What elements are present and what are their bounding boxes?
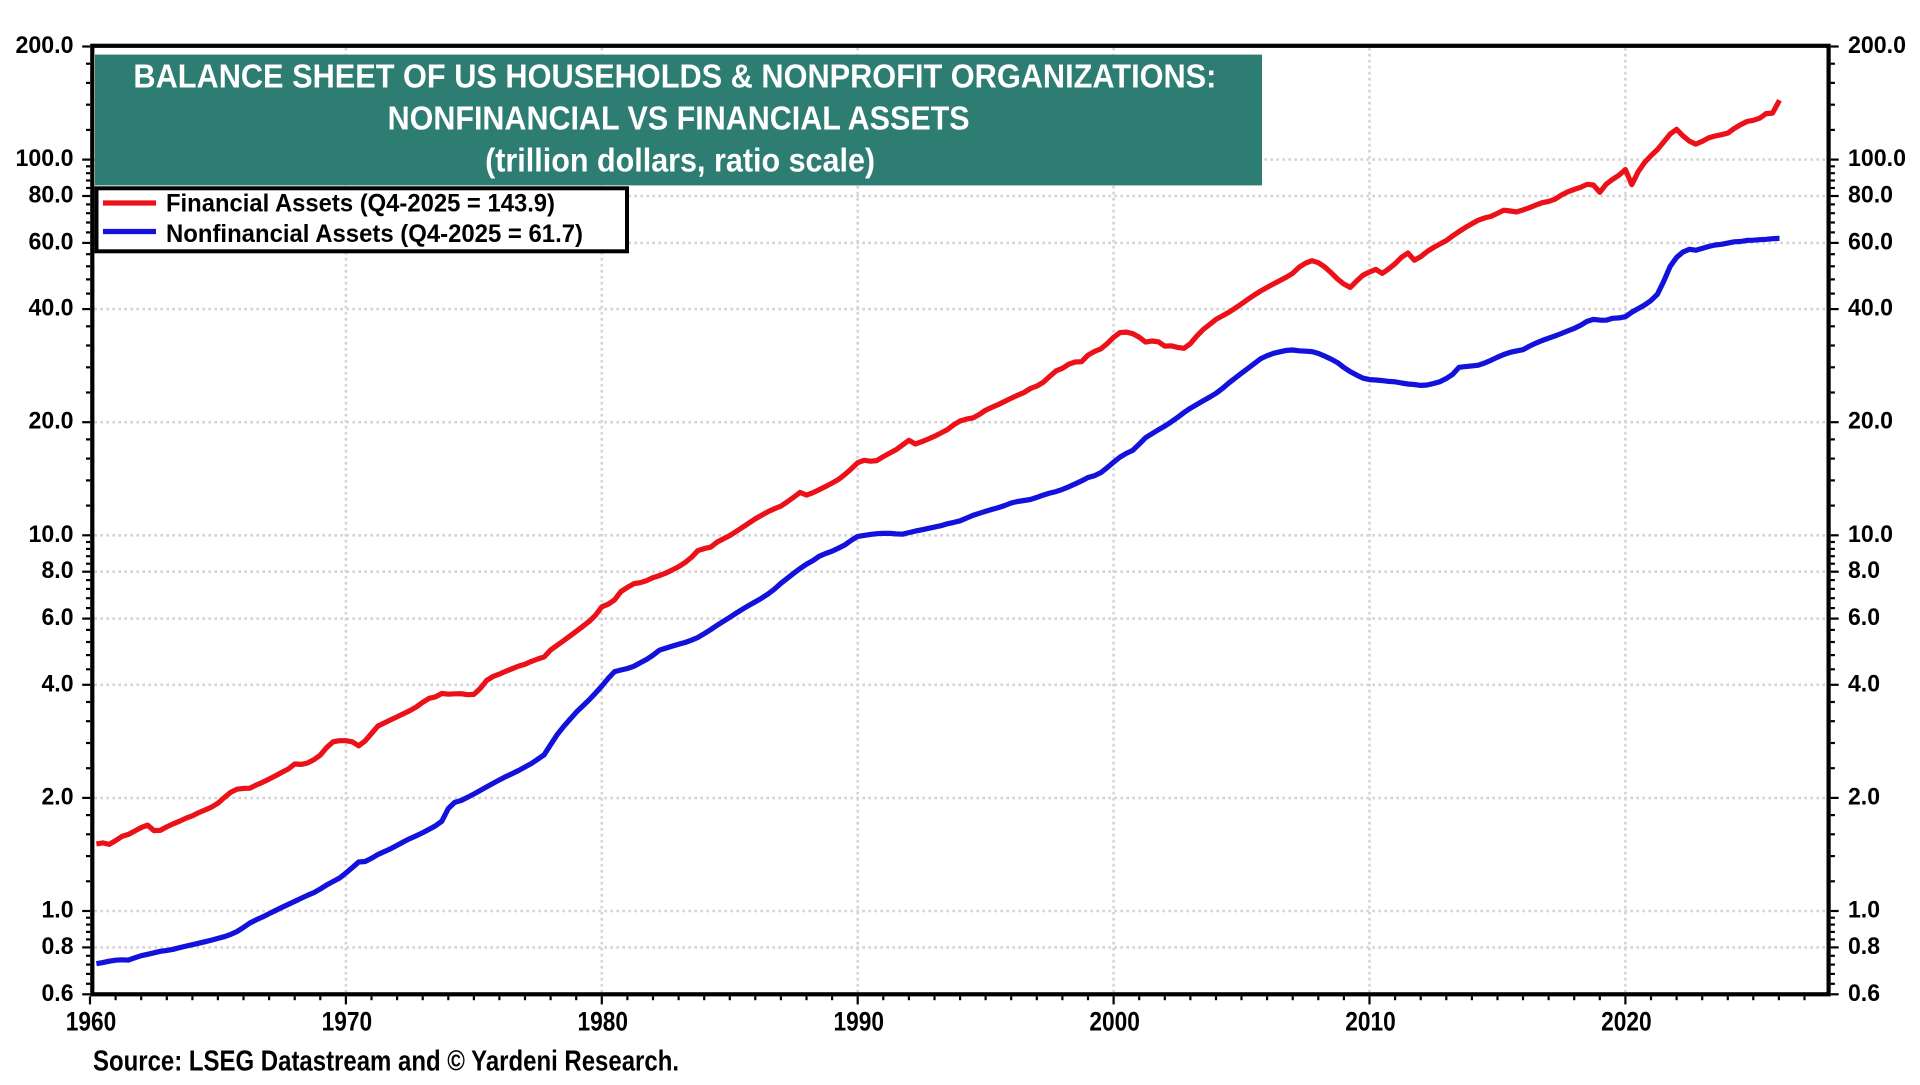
svg-text:0.6: 0.6 <box>1848 980 1880 1007</box>
svg-text:8.0: 8.0 <box>1848 557 1880 584</box>
svg-text:10.0: 10.0 <box>29 521 74 548</box>
svg-text:20.0: 20.0 <box>29 408 74 435</box>
svg-text:4.0: 4.0 <box>1848 670 1880 697</box>
svg-text:0.6: 0.6 <box>42 980 74 1007</box>
svg-text:2.0: 2.0 <box>42 783 74 810</box>
svg-text:6.0: 6.0 <box>42 604 74 631</box>
svg-text:1970: 1970 <box>322 1007 373 1037</box>
svg-text:6.0: 6.0 <box>1848 604 1880 631</box>
svg-text:(trillion dollars, ratio scale: (trillion dollars, ratio scale) <box>485 143 875 180</box>
svg-text:200.0: 200.0 <box>16 32 74 59</box>
svg-text:20.0: 20.0 <box>1848 408 1893 435</box>
svg-text:60.0: 60.0 <box>1848 228 1893 255</box>
svg-text:2000: 2000 <box>1089 1007 1140 1037</box>
svg-text:40.0: 40.0 <box>1848 295 1893 322</box>
svg-text:200.0: 200.0 <box>1848 32 1906 59</box>
svg-text:1960: 1960 <box>66 1007 117 1037</box>
svg-text:Nonfinancial Assets (Q4-2025 =: Nonfinancial Assets (Q4-2025 = 61.7) <box>166 220 583 248</box>
svg-text:10.0: 10.0 <box>1848 521 1893 548</box>
svg-text:Source: LSEG Datastream and ©: Source: LSEG Datastream and © Yardeni Re… <box>93 1045 679 1077</box>
svg-text:2020: 2020 <box>1601 1007 1652 1037</box>
svg-text:2010: 2010 <box>1345 1007 1396 1037</box>
svg-text:60.0: 60.0 <box>29 228 74 255</box>
svg-text:1990: 1990 <box>833 1007 884 1037</box>
svg-text:2.0: 2.0 <box>1848 783 1880 810</box>
svg-text:Financial Assets (Q4-2025 = 14: Financial Assets (Q4-2025 = 143.9) <box>166 190 555 218</box>
svg-text:NONFINANCIAL VS FINANCIAL ASSE: NONFINANCIAL VS FINANCIAL ASSETS <box>388 101 970 138</box>
svg-text:BALANCE SHEET OF US HOUSEHOLDS: BALANCE SHEET OF US HOUSEHOLDS & NONPROF… <box>133 58 1216 95</box>
svg-text:40.0: 40.0 <box>29 295 74 322</box>
svg-text:1980: 1980 <box>578 1007 629 1037</box>
svg-text:8.0: 8.0 <box>42 557 74 584</box>
svg-text:100.0: 100.0 <box>16 145 74 172</box>
svg-text:80.0: 80.0 <box>1848 182 1893 209</box>
svg-text:0.8: 0.8 <box>1848 933 1880 960</box>
svg-text:1.0: 1.0 <box>1848 897 1880 924</box>
svg-text:80.0: 80.0 <box>29 182 74 209</box>
svg-text:4.0: 4.0 <box>42 670 74 697</box>
svg-text:0.8: 0.8 <box>42 933 74 960</box>
svg-text:1.0: 1.0 <box>42 897 74 924</box>
svg-text:100.0: 100.0 <box>1848 145 1906 172</box>
